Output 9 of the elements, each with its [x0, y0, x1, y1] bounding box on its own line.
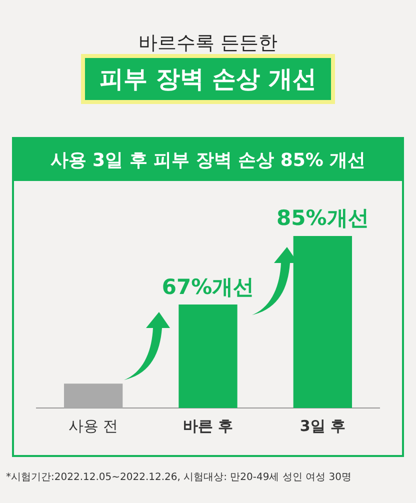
- annotation: 67%개선: [162, 274, 254, 299]
- x-tick-label: 사용 전: [68, 416, 118, 435]
- text: *시험기간:2022.12.05~2022.12.26, 시험대상: 만20-49세 성인 여성 30명: [6, 471, 352, 484]
- x-tick-label: 바른 후: [182, 416, 234, 435]
- annotation: 85%개선: [276, 206, 369, 230]
- chart-title: 바르수록 든든한: [137, 31, 279, 56]
- chart-subtitle: 피부 장벽 손상 개선: [85, 58, 331, 100]
- text: 사용 3일 후 피부 장벽 손상 85% 개선: [14, 139, 402, 181]
- x-tick-label: 3일 후: [300, 416, 346, 435]
